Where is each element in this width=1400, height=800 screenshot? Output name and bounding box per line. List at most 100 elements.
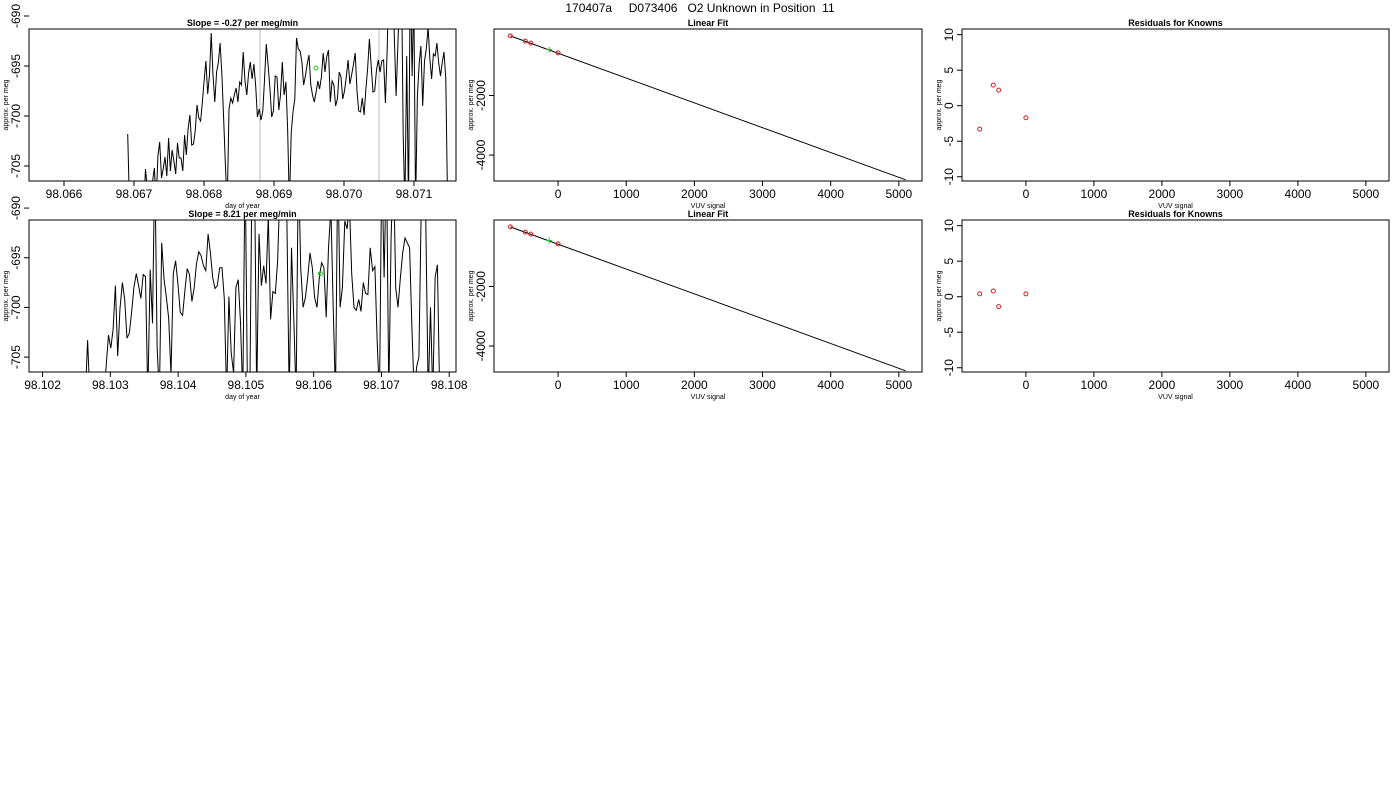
plot-area [127, 29, 448, 181]
x-tick-label: 5000 [885, 378, 912, 392]
y-tick-label: -690 [9, 4, 23, 28]
x-axis-label: VUV signal [691, 394, 726, 401]
y-tick-label: 10 [942, 219, 956, 233]
fit-line [510, 226, 906, 372]
y-tick-label: -695 [9, 54, 23, 78]
unknown-point [313, 65, 319, 71]
y-tick-label: -4000 [474, 139, 488, 170]
y-tick-label: -10 [942, 168, 956, 186]
y-tick-label: 5 [942, 258, 956, 265]
x-tick-label: 4000 [817, 378, 844, 392]
plot-frame [493, 219, 923, 373]
y-tick-label: 0 [942, 102, 956, 109]
x-tick-label: 98.066 [46, 187, 83, 201]
y-tick-label: -5 [942, 327, 956, 338]
unknown-point [546, 237, 553, 244]
known-point [990, 82, 996, 88]
plot-frame [28, 219, 457, 373]
chart-title: Residuals for Knowns [1128, 209, 1223, 219]
plot-frame [28, 28, 457, 182]
y-tick-label: -5 [942, 136, 956, 147]
x-tick-label: 2000 [681, 378, 708, 392]
plot-frame [961, 28, 1390, 182]
known-point [528, 231, 534, 237]
y-tick-label: -2000 [474, 271, 488, 302]
x-tick-label: 98.105 [228, 378, 265, 392]
known-point [1023, 115, 1029, 121]
plot-frame [493, 28, 923, 182]
y-tick-label: -4000 [474, 330, 488, 361]
plot-area [977, 288, 1029, 310]
y-tick-label: -700 [9, 295, 23, 319]
y-tick-label: -700 [9, 104, 23, 128]
known-point [977, 126, 983, 132]
y-axis-label: approx. per meg [468, 79, 475, 130]
x-axis-label: VUV signal [691, 203, 726, 210]
x-tick-label: 98.067 [116, 187, 153, 201]
x-tick-label: 2000 [681, 187, 708, 201]
x-axis-label: VUV signal [1158, 203, 1193, 210]
chart-panel-3: Residuals for Knowns VUV signal approx. pe… [936, 18, 1390, 210]
known-point [507, 224, 513, 230]
x-tick-label: 98.106 [295, 378, 332, 392]
x-tick-label: 98.071 [396, 187, 433, 201]
known-point [555, 241, 561, 247]
plot-area [507, 224, 906, 372]
y-axis-label: approx. per meg [936, 270, 943, 321]
x-tick-label: 98.070 [326, 187, 363, 201]
known-point [977, 291, 983, 297]
known-point [528, 40, 534, 46]
unknown-point [546, 46, 553, 53]
x-tick-label: 98.102 [24, 378, 61, 392]
x-tick-label: 3000 [1217, 187, 1244, 201]
x-tick-label: 1000 [613, 378, 640, 392]
x-tick-label: 1000 [1081, 187, 1108, 201]
x-axis-label: day of year [225, 394, 260, 401]
known-point [522, 38, 528, 44]
unknown-point [317, 271, 323, 277]
plot-area [977, 82, 1029, 132]
chart-title: Linear Fit [688, 209, 729, 219]
known-point [555, 50, 561, 56]
series-trace-line [85, 220, 440, 372]
y-tick-label: -705 [9, 345, 23, 369]
x-tick-label: 0 [555, 378, 562, 392]
chart-title: Slope = 8.21 per meg/min [188, 209, 296, 219]
x-tick-label: 98.104 [160, 378, 197, 392]
y-tick-label: 10 [942, 28, 956, 42]
x-axis-label: VUV signal [1158, 394, 1193, 401]
x-tick-label: 3000 [1217, 378, 1244, 392]
known-point [990, 288, 996, 294]
x-tick-label: 98.069 [256, 187, 293, 201]
x-tick-label: 2000 [1149, 187, 1176, 201]
x-tick-label: 4000 [1285, 378, 1312, 392]
page-title: 170407a D073406 O2 Unknown in Position 1… [565, 1, 835, 15]
x-tick-label: 0 [555, 187, 562, 201]
chart-panel-6: Residuals for Knowns VUV signal approx. pe… [936, 209, 1390, 401]
plot-area [507, 33, 906, 181]
x-tick-label: 0 [1023, 187, 1030, 201]
x-tick-label: 0 [1023, 378, 1030, 392]
x-tick-label: 4000 [1285, 187, 1312, 201]
chart-panel-2: Linear Fit VUV signal approx. per meg 0 1000… [468, 18, 923, 210]
known-point [996, 87, 1002, 93]
y-axis-label: approx. per meg [936, 79, 943, 130]
x-tick-label: 2000 [1149, 378, 1176, 392]
x-tick-label: 5000 [1353, 187, 1380, 201]
x-tick-label: 5000 [885, 187, 912, 201]
y-tick-label: 5 [942, 67, 956, 74]
x-tick-label: 98.107 [363, 378, 400, 392]
fit-line [510, 35, 906, 181]
known-point [522, 229, 528, 235]
chart-panel-5: Linear Fit VUV signal approx. per meg 0 1000… [468, 209, 923, 401]
plot-frame [961, 219, 1390, 373]
x-tick-label: 98.108 [431, 378, 468, 392]
y-axis-label: approx. per meg [3, 79, 10, 130]
known-point [1023, 291, 1029, 297]
x-tick-label: 1000 [1081, 378, 1108, 392]
x-tick-label: 3000 [749, 187, 776, 201]
chart-panel-1: Slope = -0.27 per meg/min day of year appr… [3, 4, 457, 210]
x-tick-label: 4000 [817, 187, 844, 201]
